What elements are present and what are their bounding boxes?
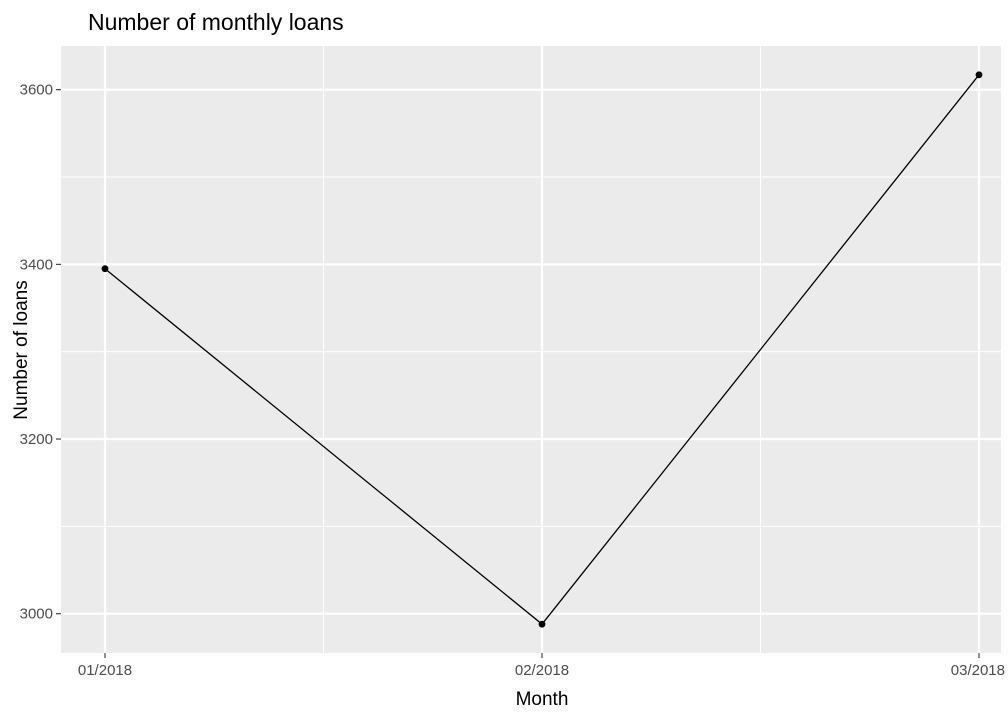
y-tick-label: 3200	[20, 431, 53, 448]
y-axis-title: Number of loans	[11, 280, 32, 419]
series-points	[101, 71, 983, 628]
data-point	[538, 620, 546, 628]
x-tick-label: 02/2018	[515, 662, 569, 679]
grid-major	[61, 46, 1001, 653]
chart-title: Number of monthly loans	[88, 9, 344, 35]
x-tick-label: 03/2018	[951, 662, 1005, 679]
x-axis-title: Month	[516, 689, 569, 710]
y-tick-label: 3400	[20, 256, 53, 273]
y-axis-ticks: 3000 3200 3400 3600	[20, 82, 61, 623]
x-tick-label: 01/2018	[78, 662, 132, 679]
data-point	[975, 71, 983, 79]
y-tick-label: 3000	[20, 606, 53, 623]
plot-panel	[61, 46, 1001, 653]
y-tick-label: 3600	[20, 82, 53, 99]
x-axis-ticks: 01/2018 02/2018 03/2018	[78, 653, 1005, 679]
data-point	[101, 265, 109, 273]
